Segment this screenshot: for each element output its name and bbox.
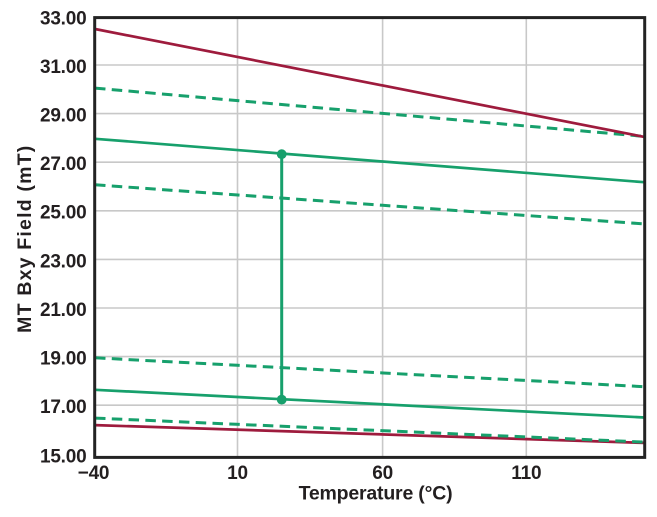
svg-text:17.00: 17.00 [40,397,87,418]
svg-text:15.00: 15.00 [40,446,87,467]
svg-text:MT Bxy Field (mT): MT Bxy Field (mT) [14,145,36,333]
svg-text:10: 10 [227,463,248,484]
svg-text:23.00: 23.00 [40,251,87,272]
svg-text:60: 60 [372,463,393,484]
svg-text:27.00: 27.00 [40,154,87,175]
svg-text:31.00: 31.00 [40,57,87,78]
svg-text:25.00: 25.00 [40,203,87,224]
svg-text:19.00: 19.00 [40,349,87,370]
svg-text:21.00: 21.00 [40,300,87,321]
svg-text:−40: −40 [78,463,110,484]
svg-text:Temperature (°C): Temperature (°C) [299,483,453,505]
svg-text:29.00: 29.00 [40,106,87,127]
svg-text:33.00: 33.00 [40,8,87,29]
svg-text:110: 110 [511,463,541,484]
